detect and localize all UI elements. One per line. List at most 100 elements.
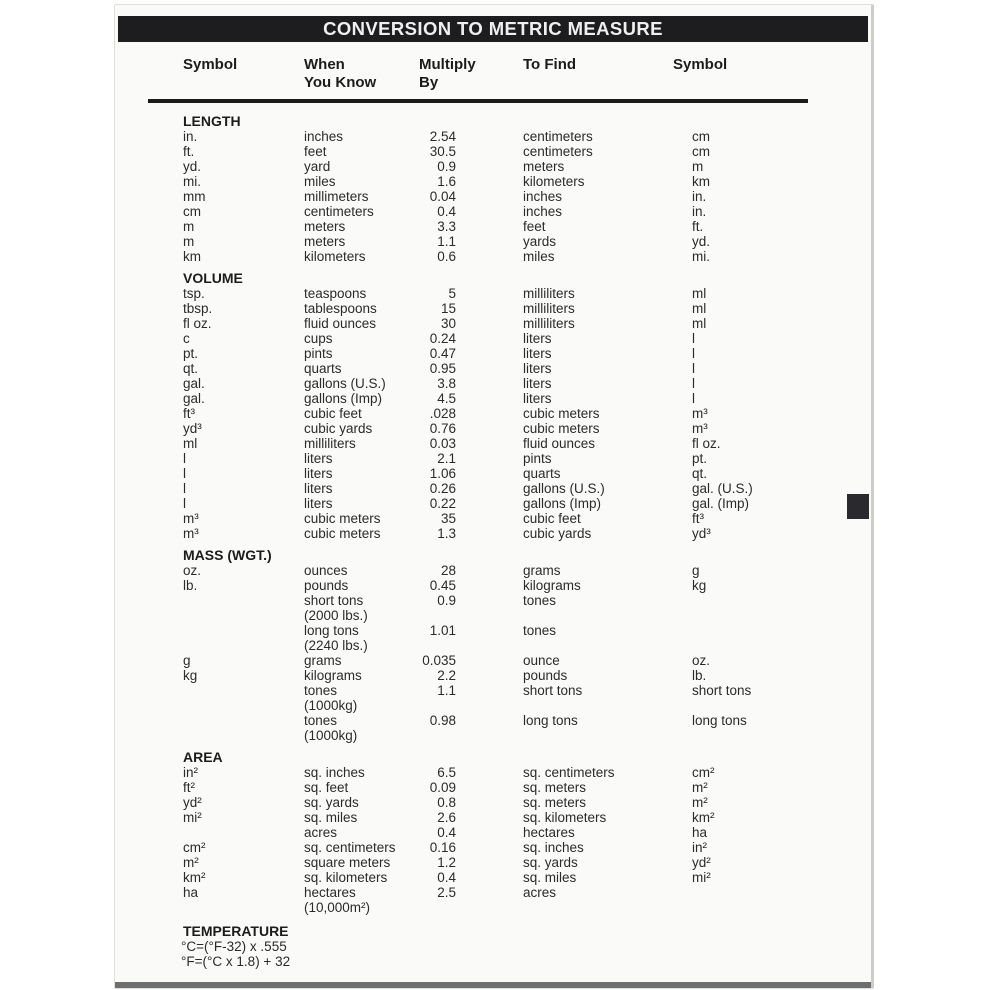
cell-when-you-know: cubic feet <box>304 406 362 421</box>
cell-multiply-by: 0.4 <box>437 825 456 840</box>
cell-symbol-from: l <box>183 496 186 511</box>
table-title: CONVERSION TO METRIC MEASURE <box>323 18 663 39</box>
table-row: ha hectares 2.5 acres <box>115 885 871 900</box>
section-heading: AREA <box>183 749 223 765</box>
cell-when-you-know: millimeters <box>304 189 369 204</box>
cell-to-find: long tons <box>523 713 578 728</box>
cell-symbol-to: in. <box>692 204 707 219</box>
temperature-formula-celsius: °C=(°F-32) x .555 <box>181 939 287 954</box>
cell-multiply-by: 0.04 <box>429 189 456 204</box>
cell-symbol-from: yd. <box>183 159 202 174</box>
cell-when-you-know: long tons <box>304 623 359 638</box>
cell-to-find: inches <box>523 204 563 219</box>
cell-symbol-from: l <box>183 466 186 481</box>
cell-multiply-by: 0.9 <box>437 159 456 174</box>
header-rule <box>148 99 808 103</box>
cell-multiply-by: 0.035 <box>422 653 456 668</box>
cell-symbol-from: ft² <box>183 780 195 795</box>
cell-to-find: milliliters <box>523 301 575 316</box>
cell-when-you-know: centimeters <box>304 204 374 219</box>
cell-when-you-know: kilograms <box>304 668 362 683</box>
cell-symbol-from: mm <box>183 189 206 204</box>
cell-to-find: inches <box>523 189 563 204</box>
cell-symbol-from: mi. <box>183 174 201 189</box>
cell-to-find: kilograms <box>523 578 581 593</box>
cell-multiply-by: 1.06 <box>429 466 456 481</box>
cell-when-you-know: tones <box>304 713 338 728</box>
table-row: acres 0.4 hectares ha <box>115 825 871 840</box>
cell-symbol-from: m² <box>183 855 199 870</box>
cell-to-find: pounds <box>523 668 568 683</box>
cell-symbol-to: m <box>692 159 704 174</box>
cell-symbol-to: mi. <box>692 249 710 264</box>
cell-when-you-know: (2240 lbs.) <box>304 638 368 653</box>
cell-symbol-to: mi² <box>692 870 711 885</box>
cell-when-you-know: pounds <box>304 578 349 593</box>
cell-when-you-know: fluid ounces <box>304 316 377 331</box>
cell-multiply-by: 0.03 <box>429 436 456 451</box>
cell-when-you-know: gallons (Imp) <box>304 391 383 406</box>
cell-multiply-by: 15 <box>440 301 456 316</box>
cell-to-find: sq. kilometers <box>523 810 607 825</box>
cell-to-find: sq. centimeters <box>523 765 615 780</box>
cell-when-you-know: liters <box>304 466 333 481</box>
cell-symbol-to: long tons <box>692 713 747 728</box>
table-row: l liters 0.22 gallons (Imp) gal. (Imp) <box>115 496 871 511</box>
cell-symbol-to: kg <box>692 578 707 593</box>
cell-multiply-by: 0.95 <box>429 361 456 376</box>
cell-multiply-by: 30 <box>440 316 456 331</box>
cell-symbol-to: l <box>692 376 695 391</box>
cell-when-you-know: (1000kg) <box>304 728 358 743</box>
cell-symbol-to: km² <box>692 810 715 825</box>
document-page: CONVERSION TO METRIC MEASURE Symbol When… <box>114 4 874 989</box>
cell-symbol-from: pt. <box>183 346 199 361</box>
table-row: lb. pounds 0.45 kilograms kg <box>115 578 871 593</box>
table-row: (10,000m²) <box>115 900 871 915</box>
cell-when-you-know: tones <box>304 683 338 698</box>
table-row: (2240 lbs.) <box>115 638 871 653</box>
cell-multiply-by: 3.3 <box>437 219 456 234</box>
table-body: LENGTH in. inches 2.54 centimeters cm ft. feet 3… <box>115 114 871 916</box>
cell-symbol-from: m³ <box>183 511 199 526</box>
cell-multiply-by: 0.9 <box>437 593 456 608</box>
cell-symbol-from: mi² <box>183 810 202 825</box>
cell-symbol-to: km <box>692 174 710 189</box>
cell-when-you-know: grams <box>304 653 342 668</box>
cell-symbol-from: m <box>183 219 195 234</box>
cell-symbol-from: m <box>183 234 195 249</box>
cell-when-you-know: sq. kilometers <box>304 870 388 885</box>
cell-multiply-by: 0.26 <box>429 481 456 496</box>
cell-symbol-to: oz. <box>692 653 711 668</box>
cell-to-find: milliliters <box>523 316 575 331</box>
cell-symbol-to: l <box>692 391 695 406</box>
cell-symbol-from: ft³ <box>183 406 195 421</box>
cell-symbol-from: tsp. <box>183 286 205 301</box>
table-row: oz. ounces 28 grams g <box>115 563 871 578</box>
cell-symbol-from: lb. <box>183 578 198 593</box>
cell-to-find: cubic meters <box>523 421 600 436</box>
table-row: g grams 0.035 ounce oz. <box>115 653 871 668</box>
cell-when-you-know: cups <box>304 331 333 346</box>
table-row: m meters 3.3 feet ft. <box>115 219 871 234</box>
column-header-line: Multiply <box>419 56 476 73</box>
cell-to-find: short tons <box>523 683 583 698</box>
table-row: qt. quarts 0.95 liters l <box>115 361 871 376</box>
cell-when-you-know: yard <box>304 159 331 174</box>
table-row: tsp. teaspoons 5 milliliters ml <box>115 286 871 301</box>
table-title-bar: CONVERSION TO METRIC MEASURE <box>118 16 868 42</box>
table-row: ft. feet 30.5 centimeters cm <box>115 144 871 159</box>
cell-multiply-by: 1.3 <box>437 526 456 541</box>
section-volume: VOLUME tsp. teaspoons 5 milliliters ml tbsp. ta… <box>115 271 871 542</box>
table-row: ft³ cubic feet .028 cubic meters m³ <box>115 406 871 421</box>
cell-when-you-know: cubic meters <box>304 526 381 541</box>
column-header-line: Symbol <box>673 56 728 73</box>
table-row: gal. gallons (U.S.) 3.8 liters l <box>115 376 871 391</box>
cell-when-you-know: tablespoons <box>304 301 377 316</box>
section-length: LENGTH in. inches 2.54 centimeters cm ft. feet 3… <box>115 114 871 265</box>
table-row: (2000 lbs.) <box>115 608 871 623</box>
cell-multiply-by: 0.45 <box>429 578 456 593</box>
cell-multiply-by: 2.6 <box>437 810 456 825</box>
table-row: yd³ cubic yards 0.76 cubic meters m³ <box>115 421 871 436</box>
cell-symbol-to: lb. <box>692 668 707 683</box>
cell-to-find: fluid ounces <box>523 436 596 451</box>
